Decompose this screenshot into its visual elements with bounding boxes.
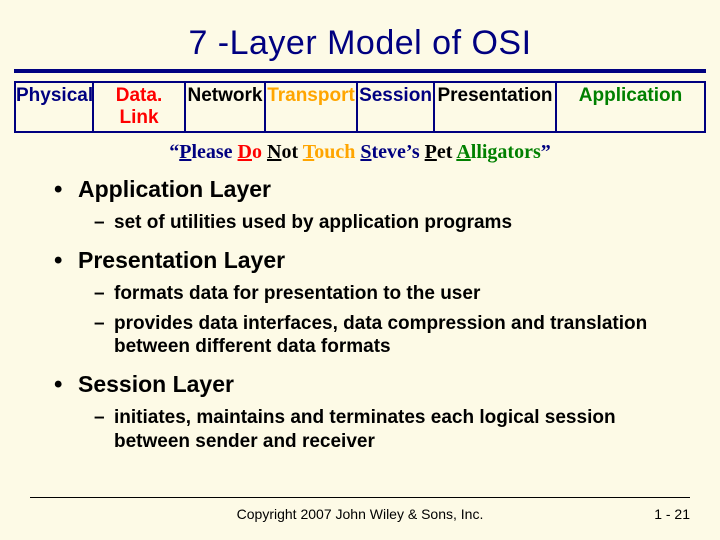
bullet-heading: Presentation Layer — [54, 247, 690, 274]
bullet-sub: set of utilities used by application pro… — [94, 211, 690, 235]
footer-divider — [30, 497, 690, 498]
layer-cell-transport: Transport — [266, 83, 358, 131]
mnemonic-word: Pet — [425, 141, 453, 163]
bullet-sub: formats data for presentation to the use… — [94, 282, 690, 306]
layer-cell-session: Session — [358, 83, 435, 131]
layer-cell-application: Application — [557, 83, 704, 131]
layer-cell-network: Network — [186, 83, 266, 131]
layer-cell-data-link: Data. Link — [94, 83, 186, 131]
bullet-heading: Application Layer — [54, 176, 690, 203]
layer-cell-physical: Physical — [16, 83, 94, 131]
footer-copyright: Copyright 2007 John Wiley & Sons, Inc. — [0, 506, 720, 522]
bullet-sub: initiates, maintains and terminates each… — [94, 406, 690, 454]
mnemonic-word: Touch — [303, 141, 356, 163]
title-underline — [14, 69, 706, 73]
body-content: Application Layer set of utilities used b… — [0, 176, 720, 454]
slide-title: 7 -Layer Model of OSI — [0, 0, 720, 63]
layer-cell-presentation: Presentation — [435, 83, 557, 131]
footer-page-number: 1 - 21 — [654, 506, 690, 522]
mnemonic-word: Please — [179, 141, 232, 163]
bullet-heading: Session Layer — [54, 371, 690, 398]
mnemonic-word: Steve’s — [360, 141, 419, 163]
mnemonic-word: Do — [238, 141, 262, 163]
bullet-sub: provides data interfaces, data compressi… — [94, 312, 690, 360]
mnemonic-line: “Please Do Not Touch Steve’s Pet Alligat… — [0, 141, 720, 164]
osi-layer-row: PhysicalData. LinkNetworkTransportSessio… — [14, 81, 706, 133]
mnemonic-word: Alligators — [456, 141, 540, 163]
mnemonic-word: Not — [267, 141, 298, 163]
